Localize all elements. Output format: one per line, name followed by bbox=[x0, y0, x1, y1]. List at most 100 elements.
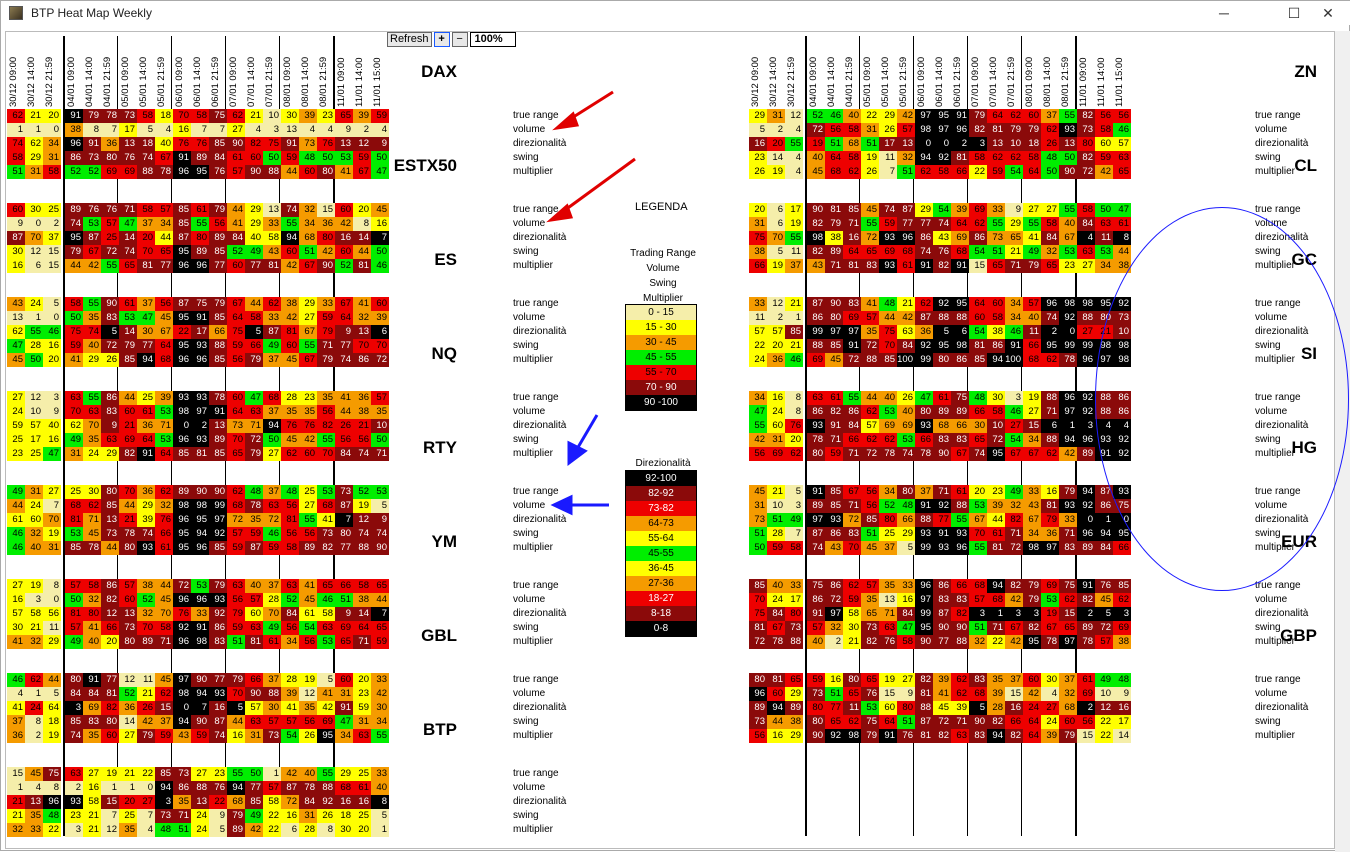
heat-cell: 19 bbox=[785, 217, 803, 231]
heat-cell: 40 bbox=[807, 635, 825, 649]
heat-cell: 96 bbox=[173, 635, 191, 649]
heat-cell: 67 bbox=[155, 151, 173, 165]
heat-cell: 56 bbox=[43, 607, 61, 621]
heat-cell: 90 bbox=[969, 715, 987, 729]
heat-cell: 30 bbox=[843, 621, 861, 635]
title-bar[interactable]: BTP Heat Map Weekly ─ ☐ ✕ bbox=[1, 1, 1350, 25]
heat-cell: 51 bbox=[767, 513, 785, 527]
heat-row: 22 20 21 88 85 91 72 70 84 92 95 98 81 86 91 66 95 99 99 98… bbox=[749, 339, 1131, 353]
heat-cell: 71 bbox=[317, 339, 335, 353]
heat-cell: 76 bbox=[1095, 579, 1113, 593]
heat-cell: 72 bbox=[371, 353, 389, 367]
heat-cell: 72 bbox=[861, 339, 879, 353]
heat-cell: 93 bbox=[1059, 499, 1077, 513]
red-arrow-2 bbox=[560, 157, 636, 215]
heat-cell: 14 bbox=[353, 231, 371, 245]
heat-row: 62 21 20 91 79 78 73 58 18 70 58 75 62 21 10 30 39 23 65 39… bbox=[7, 109, 389, 123]
maximize-button[interactable]: ☐ bbox=[1287, 4, 1301, 21]
heat-cell: 85 bbox=[101, 499, 119, 513]
vertical-scrollbar[interactable] bbox=[1335, 31, 1350, 852]
heat-cell: 70 bbox=[317, 447, 335, 461]
heat-cell: 44 bbox=[43, 673, 61, 687]
instrument-symbol: DAX bbox=[421, 62, 457, 81]
heat-cell: 50 bbox=[1041, 165, 1059, 179]
zoom-out-button[interactable]: − bbox=[451, 32, 468, 47]
heat-cell: 70 bbox=[749, 593, 767, 607]
heat-cell: 91 bbox=[65, 109, 83, 123]
heat-cell: 96 bbox=[43, 795, 61, 809]
heat-cell: 66 bbox=[897, 513, 915, 527]
heat-cell: 57 bbox=[101, 217, 119, 231]
heat-cell: 93 bbox=[915, 419, 933, 433]
instrument-symbol: EUR bbox=[1281, 532, 1317, 551]
heat-cell: 72 bbox=[263, 513, 281, 527]
heat-cell: 72 bbox=[861, 231, 879, 245]
heat-cell: 86 bbox=[807, 593, 825, 607]
heat-cell: 21 bbox=[119, 513, 137, 527]
heat-cell: 45 bbox=[1095, 593, 1113, 607]
heat-cell: 10 bbox=[987, 419, 1005, 433]
heat-cell: 75 bbox=[227, 325, 245, 339]
heat-cell: 40 bbox=[879, 391, 897, 405]
heat-cell: 16 bbox=[7, 593, 25, 607]
heat-cell: 78 bbox=[1077, 635, 1095, 649]
legend-dir-title: Direzionalità bbox=[635, 458, 691, 469]
heat-cell: 94 bbox=[281, 231, 299, 245]
heat-cell: 60 bbox=[281, 339, 299, 353]
heat-cell: 66 bbox=[1113, 541, 1131, 555]
heat-cell: 87 bbox=[245, 541, 263, 555]
heat-cell: 91 bbox=[335, 701, 353, 715]
refresh-button[interactable]: Refresh bbox=[387, 32, 432, 47]
heat-cell: 22 bbox=[263, 809, 281, 823]
heat-cell: 49 bbox=[7, 485, 25, 499]
heat-cell: 84 bbox=[897, 339, 915, 353]
app-icon bbox=[9, 6, 23, 20]
heat-cell: 70 bbox=[43, 513, 61, 527]
heat-cell: 33 bbox=[987, 203, 1005, 217]
heat-cell: 24 bbox=[25, 701, 43, 715]
heat-cell: 54 bbox=[969, 245, 987, 259]
minimize-button[interactable]: ─ bbox=[1219, 5, 1229, 21]
heat-cell: 53 bbox=[1095, 245, 1113, 259]
heat-cell: 92 bbox=[1113, 297, 1131, 311]
heat-cell: 89 bbox=[933, 405, 951, 419]
heat-cell: 6 bbox=[371, 325, 389, 339]
heat-cell: 74 bbox=[83, 325, 101, 339]
heat-row: 57 57 85 99 97 97 35 75 63 36 5 6 54 38 46 11 2 0 27 21 10 bbox=[749, 325, 1131, 339]
heat-cell: 55 bbox=[785, 137, 803, 151]
heat-cell: 65 bbox=[843, 687, 861, 701]
heat-cell: 80 bbox=[897, 701, 915, 715]
zoom-in-button[interactable]: + bbox=[433, 32, 450, 47]
heat-cell: 29 bbox=[915, 203, 933, 217]
heat-cell: 56 bbox=[1113, 109, 1131, 123]
heat-cell: 86 bbox=[101, 391, 119, 405]
close-button[interactable]: ✕ bbox=[1322, 4, 1334, 21]
heat-cell: 5 bbox=[749, 123, 767, 137]
heat-cell: 56 bbox=[1077, 715, 1095, 729]
heat-cell: 18 bbox=[155, 109, 173, 123]
heat-cell: 66 bbox=[155, 527, 173, 541]
heat-row: 50 59 58 74 43 70 45 37 5 99 93 96 55 81 72 98 97 83 89 84 6… bbox=[749, 541, 1131, 555]
heat-cell: 9 bbox=[335, 325, 353, 339]
heat-cell: 47 bbox=[371, 165, 389, 179]
heat-cell: 58 bbox=[1095, 123, 1113, 137]
heat-cell: 69 bbox=[335, 621, 353, 635]
heat-cell: 41 bbox=[7, 701, 25, 715]
heat-cell: 82 bbox=[1005, 579, 1023, 593]
heat-row: 31 10 3 89 85 71 56 52 48 91 92 88 53 39 32 43 81 93 92 86 7… bbox=[749, 499, 1131, 513]
heat-cell: 66 bbox=[843, 433, 861, 447]
heat-cell: 79 bbox=[227, 673, 245, 687]
heat-cell: 97 bbox=[1059, 405, 1077, 419]
heat-cell: 57 bbox=[65, 621, 83, 635]
heat-cell: 14 bbox=[119, 325, 137, 339]
heat-cell: 21 bbox=[25, 109, 43, 123]
heat-cell: 47 bbox=[897, 621, 915, 635]
heat-row: 9 0 2 74 53 57 47 37 34 85 55 56 41 29 33 55 34 36 42 8 16 bbox=[7, 217, 389, 231]
heat-row: 43 24 5 58 55 90 61 37 56 87 75 79 67 44 62 38 29 33 67 41 6… bbox=[7, 297, 389, 311]
heat-cell: 41 bbox=[227, 217, 245, 231]
heat-cell: 75 bbox=[951, 391, 969, 405]
heat-cell: 66 bbox=[969, 405, 987, 419]
heat-cell: 66 bbox=[101, 621, 119, 635]
heat-cell: 8 bbox=[317, 823, 335, 837]
heat-cell: 79 bbox=[227, 607, 245, 621]
